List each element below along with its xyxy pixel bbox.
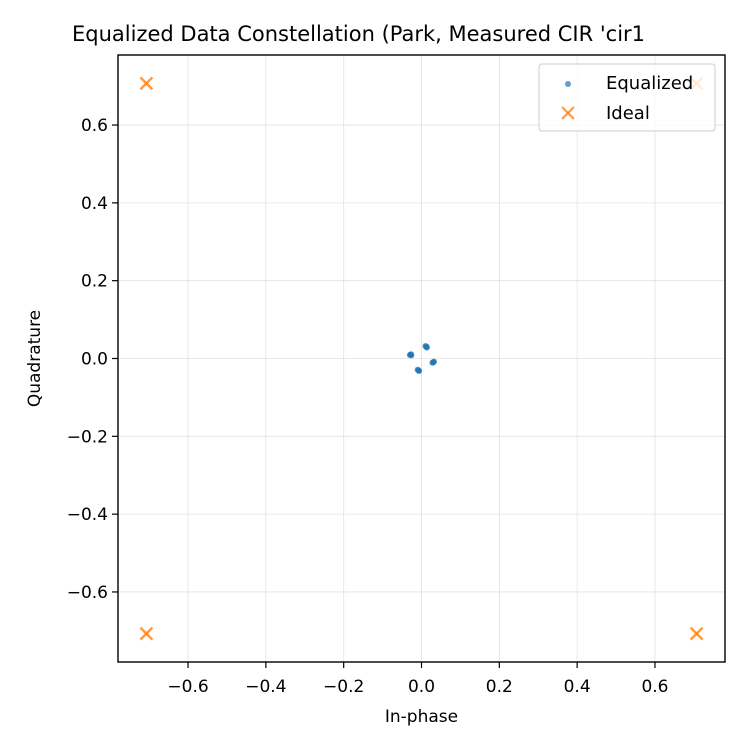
y-axis-label: Quadrature <box>25 310 45 407</box>
grid-layer <box>118 55 725 662</box>
ideal-point <box>139 626 154 641</box>
x-tick-label: 0.0 <box>408 677 435 697</box>
equalized-point <box>423 343 430 350</box>
x-tick-label: −0.2 <box>323 677 364 697</box>
y-tick-label: −0.4 <box>67 505 108 525</box>
x-tick-label: 0.4 <box>564 677 591 697</box>
legend-equalized-label: Equalized <box>606 73 693 94</box>
x-tick-label: 0.6 <box>641 677 668 697</box>
y-tick-label: −0.2 <box>67 427 108 447</box>
y-tick-label: 0.0 <box>81 350 108 370</box>
x-tick-label: −0.6 <box>167 677 208 697</box>
x-tick-label: 0.2 <box>486 677 513 697</box>
series-layer <box>139 76 704 641</box>
equalized-point <box>430 359 437 366</box>
equalized-point <box>415 367 422 374</box>
legend: Equalized Ideal <box>538 63 716 132</box>
x-tick-label: −0.4 <box>245 677 286 697</box>
y-tick-label: 0.6 <box>81 116 108 136</box>
ideal-point <box>689 626 704 641</box>
tick-layer: −0.6 −0.4 −0.2 0.0 0.2 0.4 0.6 −0.6 −0.4 −0.2 0.0 0… <box>67 116 669 697</box>
equalized-point <box>407 351 414 358</box>
legend-equalized-marker <box>565 81 571 87</box>
y-tick-label: −0.6 <box>67 583 108 603</box>
legend-box <box>538 63 716 132</box>
ideal-point <box>139 76 154 91</box>
x-axis-label: In-phase <box>385 707 458 727</box>
legend-ideal-label: Ideal <box>606 103 650 124</box>
legend-ideal-marker <box>561 106 575 120</box>
series-equalized <box>406 343 437 374</box>
y-tick-label: 0.4 <box>81 194 108 214</box>
y-tick-label: 0.2 <box>81 272 108 292</box>
chart-title: Equalized Data Constellation (Park, Meas… <box>72 22 645 46</box>
